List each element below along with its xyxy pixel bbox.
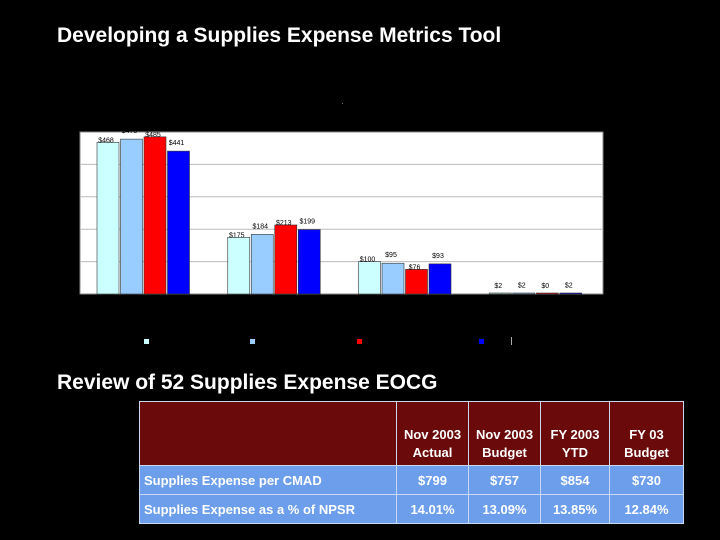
legend-marker-3 xyxy=(357,339,362,344)
chart-bar xyxy=(274,224,298,295)
bar-value-label: $95 xyxy=(385,252,397,259)
chart-bar xyxy=(381,262,405,295)
stray-mark xyxy=(342,103,343,104)
legend-marker-2 xyxy=(250,339,255,344)
table-cell: $799 xyxy=(396,465,469,495)
header-cell-blank xyxy=(139,401,397,466)
table-cell: $730 xyxy=(609,465,684,495)
chart-bar xyxy=(167,150,190,295)
bar-value-label: $2 xyxy=(494,283,502,290)
table-row: Supplies Expense per CMAD $799 $757 $854… xyxy=(139,465,684,495)
table-cell: $854 xyxy=(540,465,610,495)
bar-value-label: $485 xyxy=(145,132,161,139)
bar-value-label: $184 xyxy=(252,223,268,230)
bar-value-label: $2 xyxy=(565,282,573,289)
slide-title: Developing a Supplies Expense Metrics To… xyxy=(57,24,502,47)
chart-bar xyxy=(250,234,274,295)
bar-value-label: $213 xyxy=(276,220,292,227)
chart-bar xyxy=(405,269,428,295)
chart-bar xyxy=(120,138,143,295)
chart-bar xyxy=(512,292,536,295)
row-label: Supplies Expense as a % of NPSR xyxy=(139,494,397,524)
table-cell: 13.09% xyxy=(468,494,541,524)
bar-value-label: $76 xyxy=(409,264,421,271)
bar-value-label: $175 xyxy=(229,232,245,239)
legend-marker-1 xyxy=(144,339,149,344)
row-label: Supplies Expense per CMAD xyxy=(139,465,397,495)
section-title: Review of 52 Supplies Expense EOCG xyxy=(57,371,438,394)
plot-area xyxy=(79,131,604,295)
table-cell: 13.85% xyxy=(540,494,610,524)
chart-bar xyxy=(297,229,321,295)
table-cell: 14.01% xyxy=(396,494,469,524)
chart-bar xyxy=(96,142,120,295)
table-row: Supplies Expense as a % of NPSR 14.01% 1… xyxy=(139,494,684,524)
chart-bar xyxy=(535,292,559,295)
bar-value-label: $2 xyxy=(518,282,526,289)
legend-marker-4 xyxy=(479,339,484,344)
chart-bar xyxy=(358,261,381,295)
bar-value-label: $199 xyxy=(299,219,315,226)
bar-value-label: $441 xyxy=(169,140,185,147)
table-header-row: Nov 2003 Actual Nov 2003 Budget FY 2003 YTD… xyxy=(139,401,684,466)
chart-bar xyxy=(488,292,512,295)
chart-bar xyxy=(227,237,251,295)
bar-value-label: $0 xyxy=(541,283,549,290)
table-cell: 12.84% xyxy=(609,494,684,524)
header-cell-fy-ytd: FY 2003 YTD xyxy=(540,401,610,466)
header-cell-nov-budget: Nov 2003 Budget xyxy=(468,401,541,466)
header-cell-nov-actual: Nov 2003 Actual xyxy=(396,401,469,466)
chart-bar xyxy=(559,292,583,295)
header-cell-fy-budget: FY 03 Budget xyxy=(609,401,684,466)
legend-divider xyxy=(511,337,512,345)
bar-value-label: $468 xyxy=(98,137,114,144)
bar-value-label: $100 xyxy=(360,257,376,264)
bar-value-label: $478 xyxy=(122,128,138,135)
chart-bar xyxy=(428,263,452,295)
metrics-table: Nov 2003 Actual Nov 2003 Budget FY 2003 YTD… xyxy=(139,401,684,524)
bar-value-label: $93 xyxy=(432,253,444,260)
bar-chart: $468 $478 $485 $441 $175 $184 $213 $199 $100 $95 $… xyxy=(79,128,604,295)
chart-bar xyxy=(143,136,167,295)
table-cell: $757 xyxy=(468,465,541,495)
